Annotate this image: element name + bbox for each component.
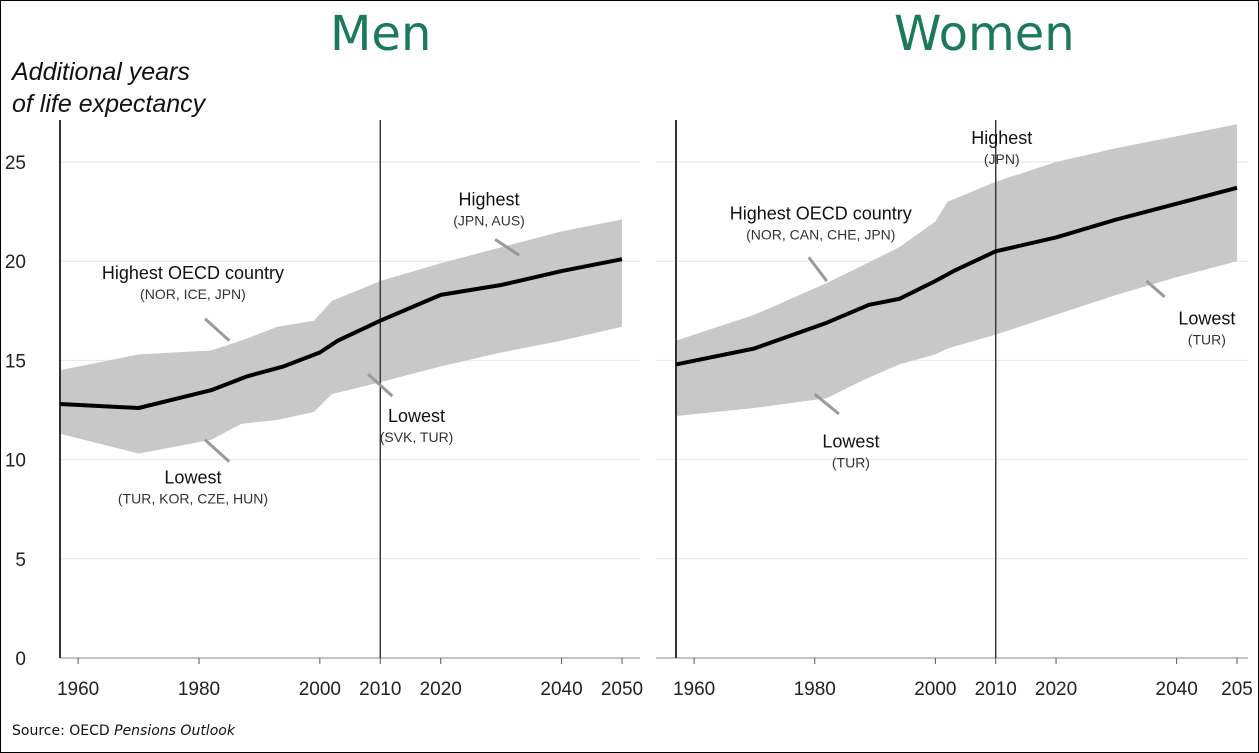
- men-panel: 0 5 10 15 20 25 1960 1980 2000 2010 2020 2040 2050 Hi…: [5, 120, 643, 700]
- men-average-line: [59, 257, 623, 410]
- men-annotation-leader: [204, 317, 231, 342]
- y-axis-title-line2: of life expectancy: [12, 90, 206, 118]
- y-axis-title: Additional years of life expectancy: [12, 56, 205, 120]
- men-x-tick-label: 2020: [420, 679, 462, 700]
- men-x-tick-label: 2000: [299, 679, 341, 700]
- men-x-tick-label: 1980: [178, 679, 220, 700]
- women-annotation-leader: [807, 256, 829, 282]
- women-average-line: [675, 185, 1238, 367]
- men-annotation-countries: (SVK, TUR): [380, 429, 454, 445]
- source-publication: Pensions Outlook: [114, 723, 235, 739]
- men-x-tick-label: 2050: [601, 679, 643, 700]
- women-annotation-label: Lowest: [1178, 309, 1235, 329]
- men-x-tick-label: 2010: [359, 679, 401, 700]
- women-annotation-label: Highest: [971, 128, 1032, 148]
- y-tick-label: 5: [15, 550, 26, 571]
- women-annotation-countries: (JPN): [984, 151, 1020, 167]
- women-annotation-countries: (NOR, CAN, CHE, JPN): [746, 227, 895, 243]
- men-annotation-label: Highest: [459, 190, 520, 210]
- source-prefix: Source: OECD: [12, 723, 115, 739]
- source-note: Source: OECD Pensions Outlook: [12, 723, 235, 739]
- men-panel-title: Men: [330, 6, 432, 62]
- women-panel: 1960 1980 2000 2010 2020 2040 205 Highest (JPN) H…: [656, 120, 1253, 700]
- men-annotation-leader: [367, 373, 394, 398]
- men-annotation-countries: (JPN, AUS): [453, 213, 525, 229]
- men-annotation-label: Lowest: [388, 406, 445, 426]
- women-x-tick-label: 1980: [794, 679, 836, 700]
- women-x-tick-label: 2040: [1156, 679, 1198, 700]
- men-annotation-label: Lowest: [164, 467, 221, 487]
- y-tick-label: 0: [15, 649, 26, 670]
- women-x-tick-label: 2020: [1035, 679, 1077, 700]
- women-annotation-countries: (TUR): [1188, 332, 1226, 348]
- men-annotation-countries: (TUR, KOR, CZE, HUN): [118, 490, 268, 506]
- y-tick-label: 15: [5, 351, 26, 372]
- women-x-tick-label: 1960: [673, 679, 715, 700]
- men-annotation-countries: (NOR, ICE, JPN): [140, 286, 246, 302]
- women-panel-title: Women: [894, 6, 1075, 62]
- men-x-tick-label: 2040: [540, 679, 582, 700]
- women-annotation-leader: [1145, 279, 1166, 299]
- y-tick-label: 25: [5, 153, 26, 174]
- y-axis-title-line1: Additional years: [12, 58, 190, 86]
- men-annotation-label: Highest OECD country: [102, 263, 284, 283]
- men-range-band: [60, 219, 622, 454]
- women-x-tick-label: 2010: [975, 679, 1017, 700]
- women-annotation-leader: [813, 392, 840, 416]
- y-tick-label: 20: [5, 252, 26, 273]
- men-x-tick-label: 1960: [57, 679, 99, 700]
- women-x-tick-label: 205: [1221, 679, 1253, 700]
- y-tick-label: 10: [5, 451, 26, 472]
- women-annotation-countries: (TUR): [832, 455, 870, 471]
- women-annotation-label: Lowest: [822, 432, 879, 452]
- men-annotation-leader: [204, 438, 231, 463]
- women-annotation-label: Highest OECD country: [730, 204, 912, 224]
- women-x-tick-label: 2000: [914, 679, 956, 700]
- men-annotation-leader: [494, 238, 521, 257]
